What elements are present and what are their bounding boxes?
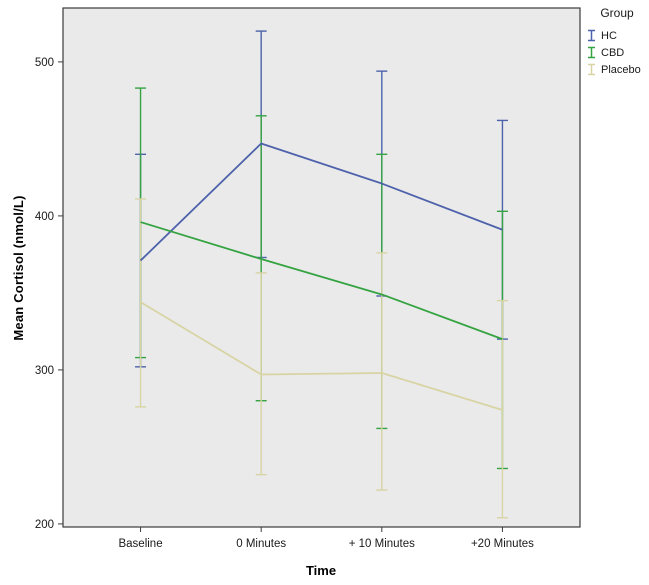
series-line-hc: [139, 142, 503, 262]
y-axis-title: Mean Cortisol (nmol/L): [11, 195, 26, 341]
errorbar-glyph-hc: [588, 29, 595, 42]
error-bar-placebo: [376, 252, 388, 491]
errorbar-glyph-cbd: [588, 46, 595, 59]
series-line-cbd: [140, 221, 503, 340]
legend-item-placebo: Placebo: [586, 62, 648, 77]
legend-title: Group: [600, 6, 634, 20]
legend-item-cbd: CBD: [586, 45, 648, 60]
x-tick-label: Baseline: [118, 538, 162, 550]
y-tick-label: 300: [35, 365, 54, 377]
legend-label-cbd: CBD: [601, 46, 625, 59]
x-tick-label: +20 Minutes: [471, 538, 534, 550]
x-axis-title: Time: [305, 563, 337, 578]
legend-item-hc: HC: [586, 28, 648, 43]
legend: Group HC CBD Placebo: [586, 6, 648, 79]
errorbar-glyph-placebo: [588, 63, 595, 76]
y-tick-label: 500: [35, 57, 54, 69]
x-tick-label: 0 Minutes: [236, 538, 286, 550]
legend-items: HC CBD Placebo: [586, 28, 648, 77]
series-line-placebo: [140, 301, 503, 411]
legend-label-hc: HC: [601, 29, 617, 42]
plot-background: [62, 7, 581, 528]
legend-label-placebo: Placebo: [601, 63, 641, 76]
y-tick-label: 400: [35, 211, 54, 223]
y-tick-label: 200: [35, 519, 54, 531]
x-tick-label: + 10 Minutes: [349, 538, 415, 550]
